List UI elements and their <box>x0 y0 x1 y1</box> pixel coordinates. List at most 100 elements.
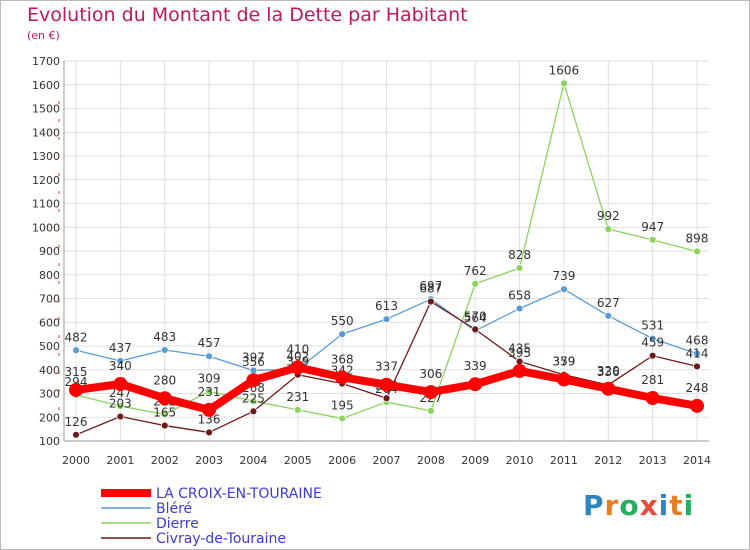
data-point <box>160 421 169 430</box>
data-point <box>382 315 391 324</box>
y-tick-label: 700 <box>39 293 60 306</box>
x-tick-label: 2013 <box>639 454 667 467</box>
data-point <box>515 304 524 313</box>
x-tick-label: 2001 <box>106 454 134 467</box>
proxiti-logo: Proxiti <box>583 489 694 522</box>
y-tick-label: 1700 <box>32 55 60 68</box>
y-tick-label: 1300 <box>32 150 60 163</box>
logo-letter: t <box>669 489 684 522</box>
y-tick-label: 500 <box>39 340 60 353</box>
data-point <box>648 235 657 244</box>
data-point <box>160 410 169 419</box>
data-label: 306 <box>419 367 442 381</box>
logo-letter: i <box>658 489 670 522</box>
data-label: 550 <box>331 314 354 328</box>
data-label: 435 <box>508 341 531 355</box>
data-label: 468 <box>686 334 709 348</box>
data-label: 248 <box>686 381 709 395</box>
data-label: 613 <box>375 299 398 313</box>
logo-letter: i <box>683 489 695 522</box>
data-point <box>249 397 258 406</box>
y-tick-label: 300 <box>39 388 60 401</box>
data-label: 320 <box>597 364 620 378</box>
data-label: 1606 <box>549 63 580 77</box>
data-point <box>693 247 701 256</box>
legend-entry: LA CROIX-EN-TOURAINE <box>156 486 322 502</box>
data-label: 231 <box>198 385 221 399</box>
data-point <box>648 351 657 360</box>
chart-title: Evolution du Montant de la Dette par Hab… <box>27 4 468 26</box>
x-tick-label: 2011 <box>550 454 578 467</box>
chart-subtitle: (en €) <box>27 29 60 42</box>
data-point <box>249 407 258 416</box>
data-label: 126 <box>65 415 88 429</box>
logo-letter: o <box>619 489 640 522</box>
data-label: 225 <box>242 391 265 405</box>
data-label: 195 <box>331 398 354 412</box>
data-label: 564 <box>464 311 487 325</box>
data-label: 459 <box>641 336 664 350</box>
data-point <box>648 334 657 343</box>
data-point <box>423 385 438 400</box>
y-tick-label: 1400 <box>32 126 60 139</box>
data-point <box>116 402 125 410</box>
data-label: 337 <box>375 360 398 374</box>
data-point <box>160 346 169 354</box>
data-label: 379 <box>552 355 575 369</box>
y-tick-label: 100 <box>39 435 60 448</box>
data-label: 898 <box>686 231 709 245</box>
data-point <box>693 362 701 371</box>
data-point <box>116 357 125 365</box>
data-point <box>556 372 571 387</box>
logo-letter: P <box>583 489 605 522</box>
data-label: 340 <box>109 359 132 373</box>
data-point <box>604 225 613 234</box>
y-tick-label: 1000 <box>32 221 60 234</box>
data-label: 203 <box>109 397 132 411</box>
data-label: 483 <box>153 330 176 344</box>
data-point <box>72 346 80 355</box>
y-tick-label: 200 <box>39 411 60 424</box>
y-tick-label: 600 <box>39 316 60 329</box>
y-tick-label: 1500 <box>32 103 60 116</box>
data-point <box>471 325 480 334</box>
data-point <box>560 285 568 294</box>
data-label: 828 <box>508 248 531 262</box>
y-tick-label: 900 <box>39 245 60 258</box>
data-label: 136 <box>198 412 221 426</box>
data-label: 395 <box>508 346 531 360</box>
y-tick-label: 1600 <box>32 79 60 92</box>
data-point <box>690 398 704 413</box>
x-tick-label: 2007 <box>373 454 401 467</box>
data-point <box>72 430 80 439</box>
data-label: 339 <box>464 359 487 373</box>
x-tick-label: 2006 <box>328 454 356 467</box>
data-point <box>601 381 616 396</box>
x-tick-label: 2014 <box>683 454 711 467</box>
data-point <box>426 297 435 306</box>
data-label: 280 <box>153 373 176 387</box>
logo-letter: x <box>639 489 659 522</box>
data-point <box>338 330 347 339</box>
data-label: 359 <box>552 354 575 368</box>
data-point <box>202 402 217 417</box>
data-point <box>512 363 527 378</box>
data-point <box>205 428 213 437</box>
data-label: 697 <box>419 279 442 293</box>
data-point <box>290 360 305 375</box>
data-point <box>338 414 347 423</box>
y-tick-label: 1100 <box>32 198 60 211</box>
data-point <box>69 382 83 397</box>
data-label: 627 <box>597 296 620 310</box>
data-label: 397 <box>242 350 265 364</box>
data-point <box>693 349 701 358</box>
x-tick-label: 2010 <box>506 454 534 467</box>
x-tick-label: 2008 <box>417 454 445 467</box>
data-point <box>116 412 125 421</box>
data-label: 414 <box>686 346 709 360</box>
data-point <box>205 387 213 396</box>
data-label: 356 <box>242 355 265 369</box>
data-label: 482 <box>65 330 88 344</box>
data-point <box>426 406 435 415</box>
